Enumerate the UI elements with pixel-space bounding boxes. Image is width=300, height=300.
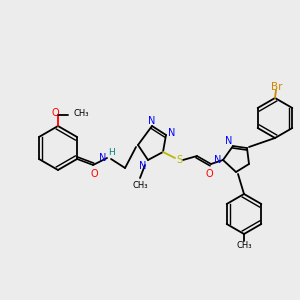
- Text: N: N: [225, 136, 233, 146]
- Text: N: N: [139, 161, 147, 171]
- Text: O: O: [51, 108, 59, 118]
- Text: S: S: [176, 155, 182, 165]
- Text: CH₃: CH₃: [74, 110, 89, 118]
- Text: N: N: [168, 128, 176, 138]
- Text: O: O: [90, 169, 98, 179]
- Text: CH₃: CH₃: [236, 241, 252, 250]
- Text: Br: Br: [271, 82, 283, 92]
- Text: CH₃: CH₃: [132, 181, 148, 190]
- Text: O: O: [205, 169, 213, 179]
- Text: H: H: [108, 148, 115, 157]
- Text: N: N: [214, 155, 222, 165]
- Text: N: N: [99, 153, 107, 163]
- Text: N: N: [148, 116, 156, 126]
